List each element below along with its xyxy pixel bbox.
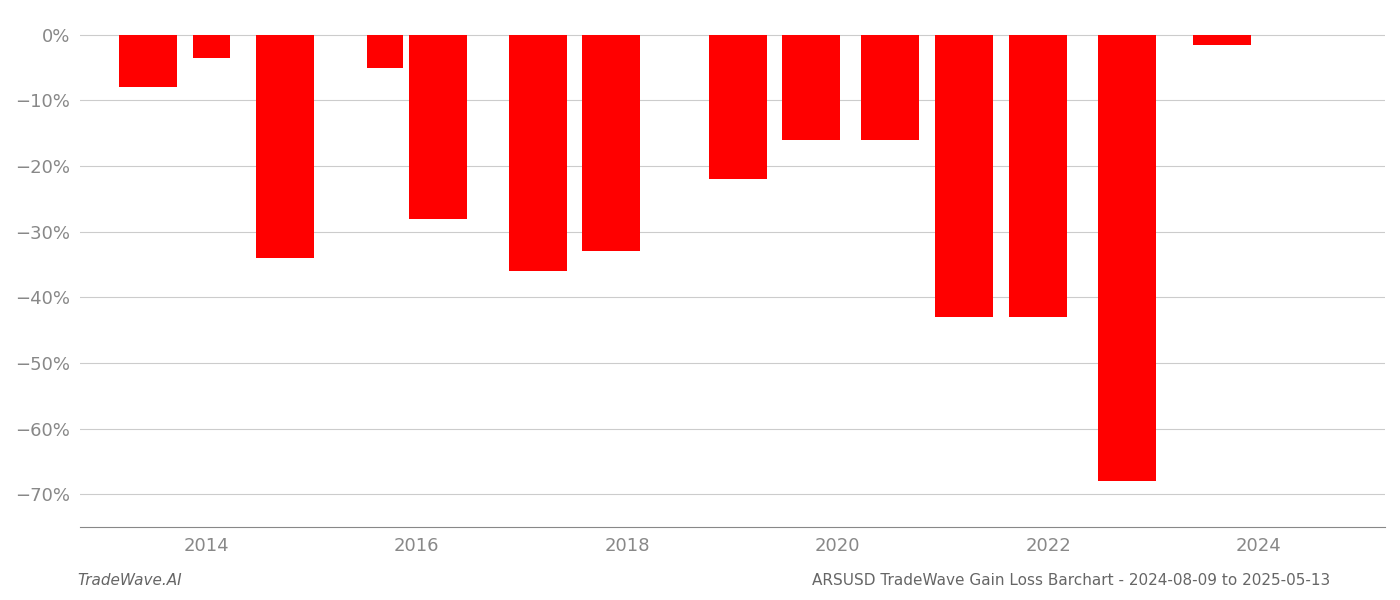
Text: ARSUSD TradeWave Gain Loss Barchart - 2024-08-09 to 2025-05-13: ARSUSD TradeWave Gain Loss Barchart - 20… (812, 573, 1330, 588)
Bar (783, 35, 840, 140)
Bar (861, 35, 920, 140)
Bar (193, 35, 230, 58)
Bar (1193, 35, 1250, 44)
Bar (582, 35, 640, 251)
Bar (935, 35, 993, 317)
Bar (1098, 35, 1156, 481)
Bar (256, 35, 314, 258)
Bar (508, 35, 567, 271)
Bar (367, 35, 403, 68)
Bar (119, 35, 176, 87)
Text: TradeWave.AI: TradeWave.AI (77, 573, 182, 588)
Bar (409, 35, 466, 218)
Bar (708, 35, 767, 179)
Bar (1008, 35, 1067, 317)
